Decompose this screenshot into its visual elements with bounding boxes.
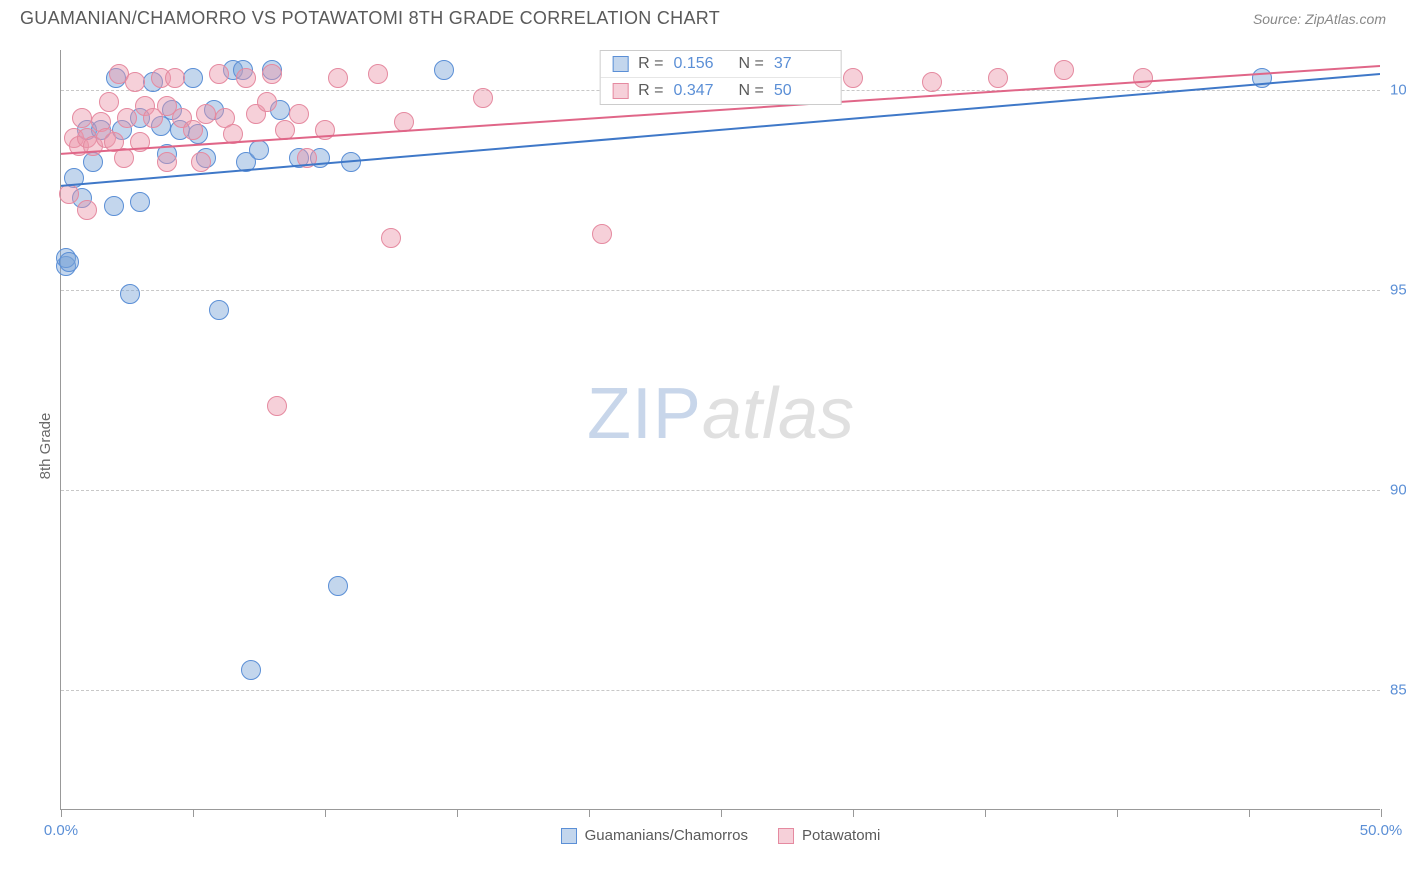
data-point (59, 184, 79, 204)
data-point (165, 68, 185, 88)
data-point (381, 228, 401, 248)
data-point (209, 300, 229, 320)
y-tick-label: 95.0% (1390, 282, 1406, 299)
x-tick (1249, 809, 1250, 817)
data-point (289, 104, 309, 124)
data-point (104, 196, 124, 216)
data-point (592, 224, 612, 244)
x-tick (61, 809, 62, 817)
watermark-atlas: atlas (702, 374, 854, 454)
data-point (183, 68, 203, 88)
x-tick-label: 0.0% (44, 822, 78, 839)
data-point (1133, 68, 1153, 88)
data-point (77, 200, 97, 220)
y-tick-label: 90.0% (1390, 482, 1406, 499)
source-attribution: Source: ZipAtlas.com (1253, 11, 1386, 27)
x-tick (589, 809, 590, 817)
legend-swatch (778, 828, 794, 844)
data-point (1252, 68, 1272, 88)
data-point (241, 660, 261, 680)
data-point (1054, 60, 1074, 80)
data-point (125, 72, 145, 92)
r-value: 0.347 (674, 82, 729, 100)
data-point (183, 120, 203, 140)
legend: Guamanians/Chamorros Potawatomi (61, 827, 1380, 844)
x-tick (1117, 809, 1118, 817)
x-tick-label: 50.0% (1360, 822, 1403, 839)
x-tick (457, 809, 458, 817)
r-value: 0.156 (674, 55, 729, 73)
data-point (59, 252, 79, 272)
chart-title: GUAMANIAN/CHAMORRO VS POTAWATOMI 8TH GRA… (20, 8, 720, 29)
n-value: 37 (774, 55, 829, 73)
series-swatch (612, 56, 628, 72)
n-label: N = (739, 82, 764, 100)
x-tick (325, 809, 326, 817)
legend-label: Guamanians/Chamorros (585, 827, 748, 844)
data-point (130, 132, 150, 152)
data-point (473, 88, 493, 108)
legend-swatch (561, 828, 577, 844)
data-point (120, 284, 140, 304)
data-point (328, 68, 348, 88)
watermark: ZIPatlas (587, 373, 854, 455)
data-point (922, 72, 942, 92)
legend-item: Potawatomi (778, 827, 880, 844)
data-point (99, 92, 119, 112)
data-point (191, 152, 211, 172)
x-tick (721, 809, 722, 817)
y-axis-label: 8th Grade (37, 413, 54, 480)
data-point (236, 68, 256, 88)
correlation-stats-box: R = 0.156 N = 37 R = 0.347 N = 50 (599, 50, 842, 105)
data-point (196, 104, 216, 124)
data-point (223, 124, 243, 144)
data-point (328, 576, 348, 596)
y-tick-label: 85.0% (1390, 682, 1406, 699)
data-point (257, 92, 277, 112)
data-point (275, 120, 295, 140)
data-point (114, 148, 134, 168)
stats-row: R = 0.156 N = 37 (600, 51, 841, 77)
data-point (843, 68, 863, 88)
data-point (157, 152, 177, 172)
n-label: N = (739, 55, 764, 73)
scatter-chart: ZIPatlas R =0.156N =37R =0.347N =50 Guam… (60, 50, 1380, 810)
x-tick (193, 809, 194, 817)
data-point (130, 192, 150, 212)
legend-item: Guamanians/Chamorros (561, 827, 748, 844)
legend-label: Potawatomi (802, 827, 880, 844)
y-tick-label: 100.0% (1390, 82, 1406, 99)
trend-lines-layer (61, 50, 1380, 809)
data-point (262, 64, 282, 84)
x-tick (1381, 809, 1382, 817)
r-label: R = (638, 55, 663, 73)
grid-line (61, 490, 1380, 491)
series-swatch (612, 83, 628, 99)
data-point (394, 112, 414, 132)
x-tick (853, 809, 854, 817)
data-point (72, 108, 92, 128)
grid-line (61, 290, 1380, 291)
data-point (341, 152, 361, 172)
n-value: 50 (774, 82, 829, 100)
data-point (209, 64, 229, 84)
data-point (297, 148, 317, 168)
data-point (315, 120, 335, 140)
data-point (434, 60, 454, 80)
watermark-zip: ZIP (587, 374, 702, 454)
data-point (249, 140, 269, 160)
grid-line (61, 690, 1380, 691)
data-point (267, 396, 287, 416)
chart-header: GUAMANIAN/CHAMORRO VS POTAWATOMI 8TH GRA… (0, 0, 1406, 37)
data-point (368, 64, 388, 84)
stats-row: R = 0.347 N = 50 (600, 77, 841, 104)
r-label: R = (638, 82, 663, 100)
data-point (988, 68, 1008, 88)
data-point (117, 108, 137, 128)
x-tick (985, 809, 986, 817)
